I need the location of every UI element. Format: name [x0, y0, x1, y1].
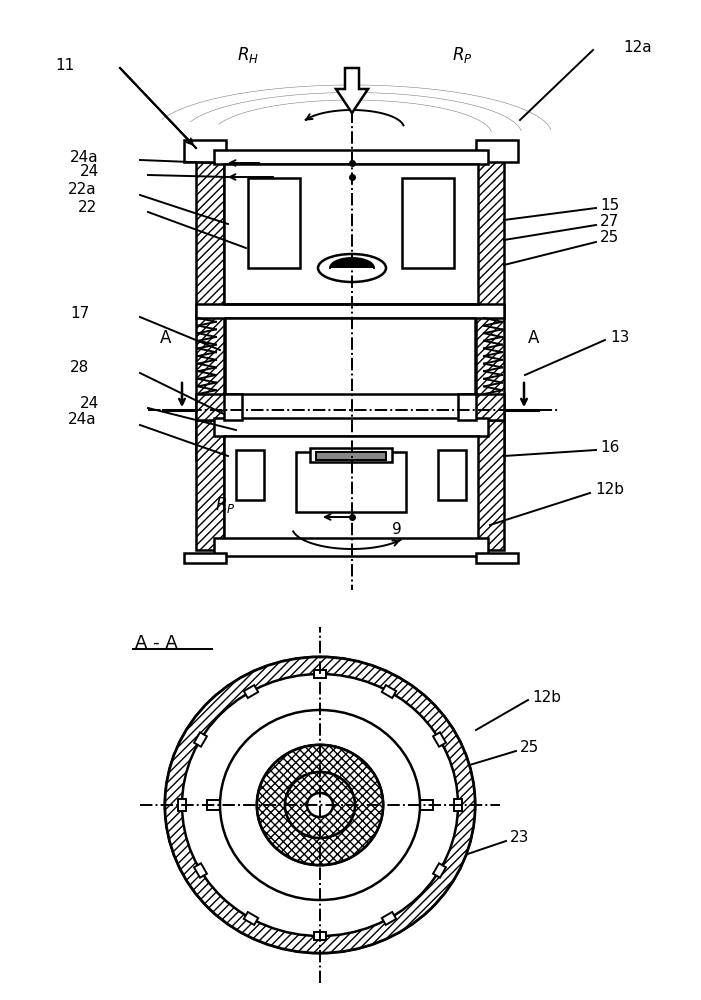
Text: $R_H$: $R_H$ — [237, 45, 259, 65]
Bar — [196, 150, 224, 460]
Text: 24a: 24a — [70, 149, 99, 164]
Bar — [184, 140, 226, 162]
Polygon shape — [194, 732, 207, 747]
FancyArrow shape — [336, 68, 368, 113]
Text: 28: 28 — [70, 360, 89, 375]
Polygon shape — [178, 799, 186, 811]
Polygon shape — [314, 670, 326, 678]
Bar — [196, 420, 224, 550]
Polygon shape — [244, 685, 258, 698]
Bar — [476, 553, 518, 563]
Text: 13: 13 — [610, 330, 629, 346]
Text: 22: 22 — [78, 200, 97, 215]
Text: 12a: 12a — [623, 40, 652, 55]
Bar — [207, 800, 222, 810]
Text: 27: 27 — [600, 215, 619, 230]
Text: 24: 24 — [80, 164, 100, 180]
Bar — [464, 394, 504, 420]
Ellipse shape — [165, 657, 475, 953]
Text: 9: 9 — [392, 522, 402, 538]
Bar — [476, 140, 518, 162]
Bar — [402, 178, 454, 268]
Bar — [248, 178, 300, 268]
Text: 16: 16 — [600, 440, 620, 456]
Polygon shape — [330, 258, 374, 268]
Bar — [224, 164, 478, 304]
Text: 25: 25 — [600, 231, 619, 245]
Polygon shape — [244, 912, 258, 925]
Polygon shape — [382, 912, 396, 925]
Text: $R_P$: $R_P$ — [215, 495, 236, 515]
Ellipse shape — [220, 710, 420, 900]
Bar — [438, 450, 466, 500]
Bar — [224, 394, 242, 420]
Bar — [296, 452, 406, 512]
Bar — [236, 450, 264, 500]
Bar — [316, 452, 386, 460]
Bar — [196, 394, 236, 420]
Bar — [225, 318, 475, 394]
Bar — [310, 448, 392, 462]
Bar — [184, 553, 226, 563]
Text: 15: 15 — [600, 198, 619, 213]
Text: 12b: 12b — [595, 483, 624, 497]
Text: A: A — [528, 329, 539, 347]
Polygon shape — [382, 685, 396, 698]
Ellipse shape — [182, 674, 458, 936]
Bar — [214, 418, 488, 436]
Text: 24a: 24a — [68, 412, 97, 428]
Bar — [224, 436, 478, 540]
Ellipse shape — [257, 745, 383, 865]
Text: A: A — [160, 329, 171, 347]
Ellipse shape — [285, 772, 355, 838]
Text: 12b: 12b — [532, 690, 561, 704]
Text: 25: 25 — [520, 740, 539, 756]
Bar — [214, 150, 488, 164]
Text: 24: 24 — [80, 395, 100, 410]
Bar — [214, 538, 488, 556]
Text: 11: 11 — [55, 57, 74, 73]
Bar — [418, 800, 433, 810]
Text: 22a: 22a — [68, 182, 97, 198]
Text: $R_P$: $R_P$ — [451, 45, 472, 65]
Polygon shape — [314, 932, 326, 940]
Polygon shape — [433, 863, 446, 878]
Ellipse shape — [318, 254, 386, 282]
Text: 23: 23 — [510, 830, 529, 846]
Polygon shape — [194, 863, 207, 878]
Ellipse shape — [307, 793, 333, 817]
Ellipse shape — [257, 745, 383, 865]
Text: 17: 17 — [70, 306, 89, 320]
Bar — [476, 150, 504, 460]
Ellipse shape — [165, 657, 475, 953]
Polygon shape — [454, 799, 462, 811]
Bar — [458, 394, 476, 420]
Ellipse shape — [285, 772, 355, 838]
Polygon shape — [433, 732, 446, 747]
Bar — [476, 420, 504, 550]
Text: A - A: A - A — [135, 634, 178, 652]
Bar — [196, 304, 504, 318]
